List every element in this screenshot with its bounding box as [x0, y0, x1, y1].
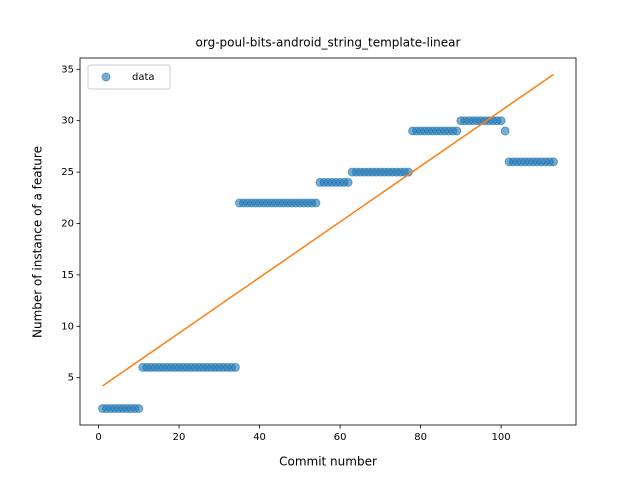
legend-box — [87, 64, 171, 90]
x-tick-label: 20 — [173, 432, 186, 443]
data-point — [230, 362, 240, 372]
data-point — [548, 157, 558, 167]
data-point — [500, 126, 510, 136]
fit-line — [102, 73, 554, 387]
y-tick-label: 20 — [61, 219, 74, 230]
y-tick-label: 25 — [61, 167, 74, 178]
data-point — [496, 116, 506, 126]
x-tick-label: 100 — [492, 432, 511, 443]
legend-label: data — [132, 72, 155, 83]
x-tick-label: 60 — [334, 432, 347, 443]
data-point — [452, 126, 462, 136]
y-tick-label: 5 — [68, 373, 74, 384]
x-tick-label: 0 — [95, 432, 101, 443]
legend-marker — [101, 72, 111, 82]
data-point — [343, 177, 353, 187]
x-tick-label: 40 — [253, 432, 266, 443]
y-tick-label: 35 — [61, 64, 74, 75]
y-axis-label: Number of instance of a feature — [31, 146, 45, 338]
scatter-series — [98, 116, 558, 414]
data-point — [134, 404, 144, 414]
data-point — [311, 198, 321, 208]
y-tick-label: 15 — [61, 270, 74, 281]
x-tick-label: 80 — [414, 432, 427, 443]
x-axis-label: Commit number — [279, 455, 377, 469]
y-tick-label: 30 — [61, 116, 74, 127]
y-tick-label: 10 — [61, 321, 74, 332]
axes-frame — [79, 57, 577, 426]
chart-title: org-poul-bits-android_string_template-li… — [196, 36, 461, 50]
